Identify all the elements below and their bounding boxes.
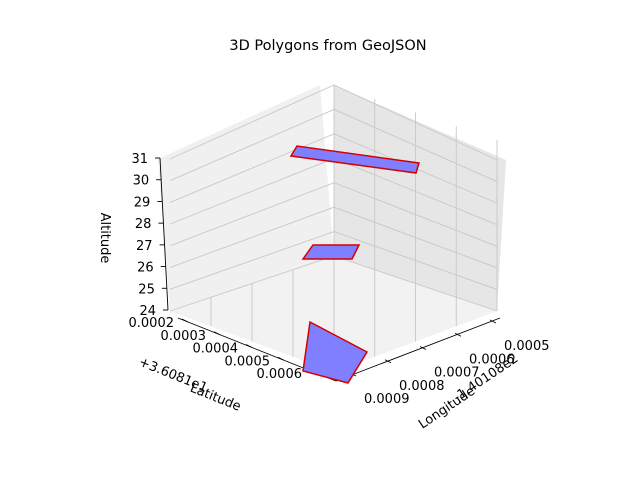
x-tick-mark <box>454 332 462 337</box>
z-tick-label: 26 <box>137 261 154 276</box>
chart-title: 3D Polygons from GeoJSON <box>229 38 426 54</box>
y-tick-label: 0.0005 <box>225 354 271 369</box>
pane-right <box>334 85 506 311</box>
z-axis-label: Altitude <box>97 213 112 264</box>
x-tick-label: 0.0006 <box>469 352 515 367</box>
x-tick-label: 0.0008 <box>399 379 445 394</box>
y-tick-label: 0.0003 <box>161 329 207 344</box>
y-tick-mark <box>277 356 285 361</box>
z-tick-label: 27 <box>136 239 153 254</box>
polygon-altitude-27 <box>301 244 361 260</box>
polygon-altitude-24 <box>302 320 369 384</box>
x-tick-label: 0.0007 <box>434 366 480 381</box>
z-tick-label: 25 <box>138 282 155 297</box>
z-tick-label: 28 <box>135 217 152 232</box>
x-axis-line <box>335 317 501 382</box>
y-tick-label: 0.0006 <box>257 367 303 382</box>
y-tick-mark <box>181 318 189 323</box>
x-tick-label: 0.0009 <box>364 392 410 407</box>
pane-left <box>158 85 334 311</box>
z-tick-label: 30 <box>133 174 150 189</box>
y-tick-label: 0.0004 <box>193 342 239 357</box>
y-tick-mark <box>213 331 221 336</box>
y-offset-label: +3.6081e1 <box>137 355 210 396</box>
x-tick-mark <box>489 319 497 324</box>
z-tick-label: 24 <box>139 304 156 319</box>
z-tick-label: 31 <box>131 152 148 167</box>
z-axis-line <box>159 157 169 311</box>
x-tick-label: 0.0005 <box>504 339 550 354</box>
x-tick-mark <box>384 359 392 364</box>
y-tick-mark <box>245 344 253 348</box>
grid-lines <box>169 84 498 372</box>
z-ticks: 24 25 26 27 28 29 30 31 <box>131 152 168 319</box>
polygons <box>289 145 420 384</box>
y-tick-label: 0.0002 <box>129 316 175 331</box>
x-tick-mark <box>419 346 427 350</box>
z-tick-label: 29 <box>134 195 151 210</box>
polygon-altitude-31 <box>289 145 420 174</box>
